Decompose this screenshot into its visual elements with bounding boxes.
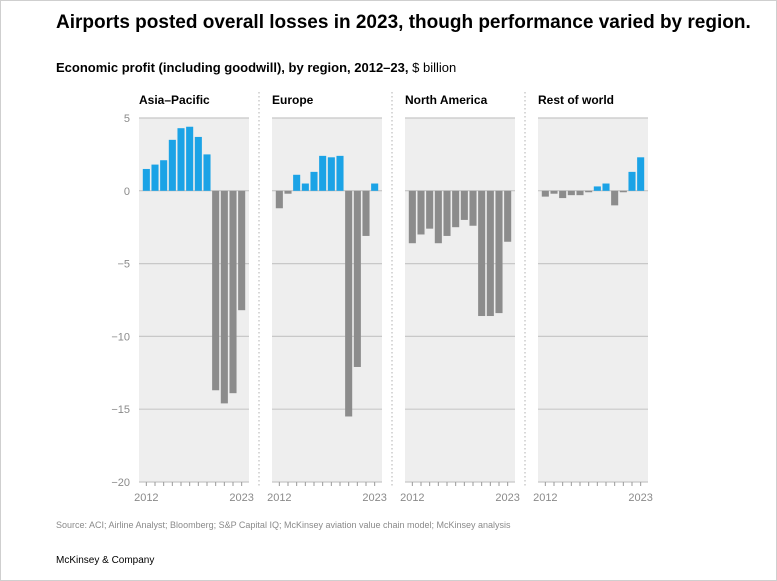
x-tick-label-end: 2023 — [628, 492, 652, 504]
bar-north-america-2021 — [486, 190, 494, 317]
bar-europe-2021 — [353, 190, 361, 367]
x-tick-label-end: 2023 — [495, 492, 519, 504]
bar-asia-pacific-2019 — [203, 154, 211, 191]
bar-europe-2015 — [301, 183, 309, 191]
bar-north-america-2019 — [469, 190, 477, 226]
bar-europe-2020 — [345, 190, 353, 417]
chart-subtitle: Economic profit (including goodwill), by… — [56, 60, 456, 75]
bar-asia-pacific-2021 — [220, 190, 228, 404]
bar-asia-pacific-2014 — [160, 160, 168, 191]
bar-rest-of-world-2018 — [593, 186, 601, 191]
bar-rest-of-world-2013 — [550, 190, 558, 194]
bar-rest-of-world-2016 — [576, 190, 584, 196]
chart-title: Airports posted overall losses in 2023, … — [56, 12, 751, 33]
y-tick-label: −20 — [111, 477, 130, 489]
bar-rest-of-world-2014 — [559, 190, 567, 199]
bar-north-america-2022 — [495, 190, 503, 314]
panel-title-asia-pacific: Asia–Pacific — [139, 93, 210, 107]
bar-north-america-2016 — [443, 190, 451, 236]
bar-europe-2022 — [362, 190, 370, 236]
panel-background-europe — [272, 118, 382, 482]
bar-asia-pacific-2020 — [212, 190, 220, 391]
bar-asia-pacific-2013 — [151, 164, 159, 191]
bar-europe-2018 — [327, 157, 335, 191]
bar-north-america-2018 — [460, 190, 468, 220]
bar-europe-2014 — [293, 174, 301, 191]
bar-rest-of-world-2012 — [541, 190, 549, 197]
x-tick-label-start: 2012 — [267, 492, 291, 504]
x-tick-label-start: 2012 — [134, 492, 158, 504]
bar-europe-2016 — [310, 171, 318, 191]
x-tick-label-start: 2012 — [533, 492, 557, 504]
bar-asia-pacific-2017 — [186, 126, 194, 191]
bar-asia-pacific-2015 — [168, 139, 176, 191]
bar-rest-of-world-2020 — [611, 190, 619, 206]
bar-europe-2013 — [284, 190, 292, 194]
bar-asia-pacific-2012 — [142, 168, 150, 191]
bar-north-america-2023 — [504, 190, 512, 242]
bar-europe-2012 — [275, 190, 283, 209]
bar-north-america-2017 — [452, 190, 460, 228]
bar-north-america-2020 — [478, 190, 486, 317]
y-tick-label: 5 — [124, 113, 130, 125]
panel-title-rest-of-world: Rest of world — [538, 93, 614, 107]
bar-asia-pacific-2023 — [238, 190, 246, 311]
bar-rest-of-world-2019 — [602, 183, 610, 191]
subtitle-unit: $ billion — [412, 60, 457, 75]
bar-rest-of-world-2023 — [637, 157, 645, 191]
bar-asia-pacific-2018 — [194, 136, 202, 191]
bar-north-america-2012 — [408, 190, 416, 244]
panel-title-north-america: North America — [405, 93, 488, 107]
bar-asia-pacific-2022 — [229, 190, 237, 394]
bar-north-america-2014 — [426, 190, 434, 229]
panel-title-europe: Europe — [272, 93, 314, 107]
brand-name: McKinsey & Company — [56, 555, 155, 566]
bar-rest-of-world-2022 — [628, 171, 636, 191]
y-tick-label: −10 — [111, 331, 130, 343]
x-tick-label-end: 2023 — [362, 492, 386, 504]
x-tick-label-start: 2012 — [400, 492, 424, 504]
y-tick-label: −5 — [117, 259, 130, 271]
subtitle-main: Economic profit (including goodwill), by… — [56, 60, 409, 75]
y-tick-label: −15 — [111, 404, 130, 416]
y-tick-label: 0 — [124, 186, 130, 198]
bar-europe-2023 — [371, 183, 379, 191]
bar-north-america-2013 — [417, 190, 425, 235]
bar-europe-2019 — [336, 155, 344, 191]
bar-asia-pacific-2016 — [177, 128, 185, 191]
bar-europe-2017 — [319, 155, 327, 191]
bar-rest-of-world-2017 — [585, 190, 593, 193]
source-note: Source: ACI; Airline Analyst; Bloomberg;… — [56, 520, 511, 530]
bar-north-america-2015 — [434, 190, 442, 244]
x-tick-label-end: 2023 — [229, 492, 253, 504]
bar-rest-of-world-2021 — [619, 190, 627, 193]
bar-rest-of-world-2015 — [567, 190, 575, 196]
